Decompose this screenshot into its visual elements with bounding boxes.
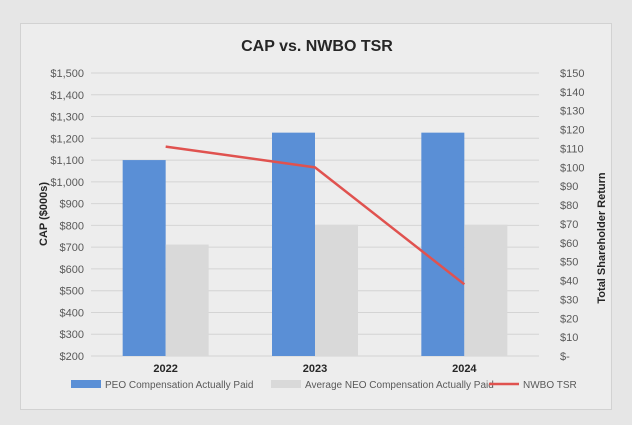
y2-tick-label: $60 bbox=[560, 238, 578, 250]
y-tick-label: $900 bbox=[60, 199, 84, 211]
bar bbox=[464, 224, 508, 356]
y-tick-label: $1,200 bbox=[50, 133, 84, 145]
y-tick-label: $200 bbox=[60, 351, 84, 363]
legend-swatch bbox=[271, 380, 301, 388]
y2-tick-label: $80 bbox=[560, 200, 578, 212]
y-tick-label: $800 bbox=[60, 220, 84, 232]
legend-label: NWBO TSR bbox=[523, 380, 577, 391]
bar bbox=[272, 132, 315, 356]
y2-tick-label: $140 bbox=[560, 87, 584, 99]
y2-tick-label: $90 bbox=[560, 181, 578, 193]
legend-swatch bbox=[71, 380, 101, 388]
y2-tick-label: $100 bbox=[560, 162, 584, 174]
y2-tick-label: $- bbox=[560, 351, 570, 363]
y2-tick-label: $50 bbox=[560, 257, 578, 269]
y-axis-label: CAP ($000s) bbox=[38, 182, 50, 246]
x-tick-label: 2023 bbox=[303, 363, 327, 375]
x-tick-label: 2022 bbox=[153, 363, 177, 375]
y2-tick-label: $40 bbox=[560, 276, 578, 288]
bar bbox=[122, 160, 166, 356]
y-tick-label: $600 bbox=[60, 264, 84, 276]
y2-axis-label: Total Shareholder Return bbox=[596, 172, 608, 303]
y2-tick-label: $110 bbox=[560, 143, 584, 155]
y-tick-label: $400 bbox=[60, 307, 84, 319]
y-tick-label: $1,400 bbox=[50, 90, 84, 102]
y-tick-label: $700 bbox=[60, 242, 84, 254]
chart-title: CAP vs. NWBO TSR bbox=[241, 38, 393, 55]
legend-label: PEO Compensation Actually Paid bbox=[105, 380, 253, 391]
y-tick-label: $1,300 bbox=[50, 112, 84, 124]
y2-tick-label: $120 bbox=[560, 125, 584, 137]
x-tick-label: 2024 bbox=[452, 363, 477, 375]
chart-svg: CAP vs. NWBO TSR $200 $300 $400 $500 $600 $70… bbox=[38, 38, 608, 391]
y2-tick-label: $150 bbox=[560, 68, 584, 80]
legend: PEO Compensation Actually Paid Average NE… bbox=[71, 380, 577, 391]
y2-tick-label: $20 bbox=[560, 313, 578, 325]
y2-tick-label: $10 bbox=[560, 332, 578, 344]
bar bbox=[421, 132, 465, 356]
y-tick-label: $1,000 bbox=[50, 177, 84, 189]
series-line bbox=[165, 145, 466, 286]
y-tick-label: $500 bbox=[60, 286, 84, 298]
y-tick-label: $300 bbox=[60, 329, 84, 341]
y-tick-label: $1,100 bbox=[50, 155, 84, 167]
y2-tick-label: $70 bbox=[560, 219, 578, 231]
y2-tick-label: $130 bbox=[560, 106, 584, 118]
bar bbox=[165, 244, 209, 356]
chart-frame: CAP vs. NWBO TSR $200 $300 $400 $500 $600 $70… bbox=[20, 23, 612, 410]
y2-tick-label: $30 bbox=[560, 294, 578, 306]
legend-label: Average NEO Compensation Actually Paid bbox=[305, 380, 494, 391]
bar bbox=[315, 224, 358, 356]
y-tick-label: $1,500 bbox=[50, 68, 84, 80]
